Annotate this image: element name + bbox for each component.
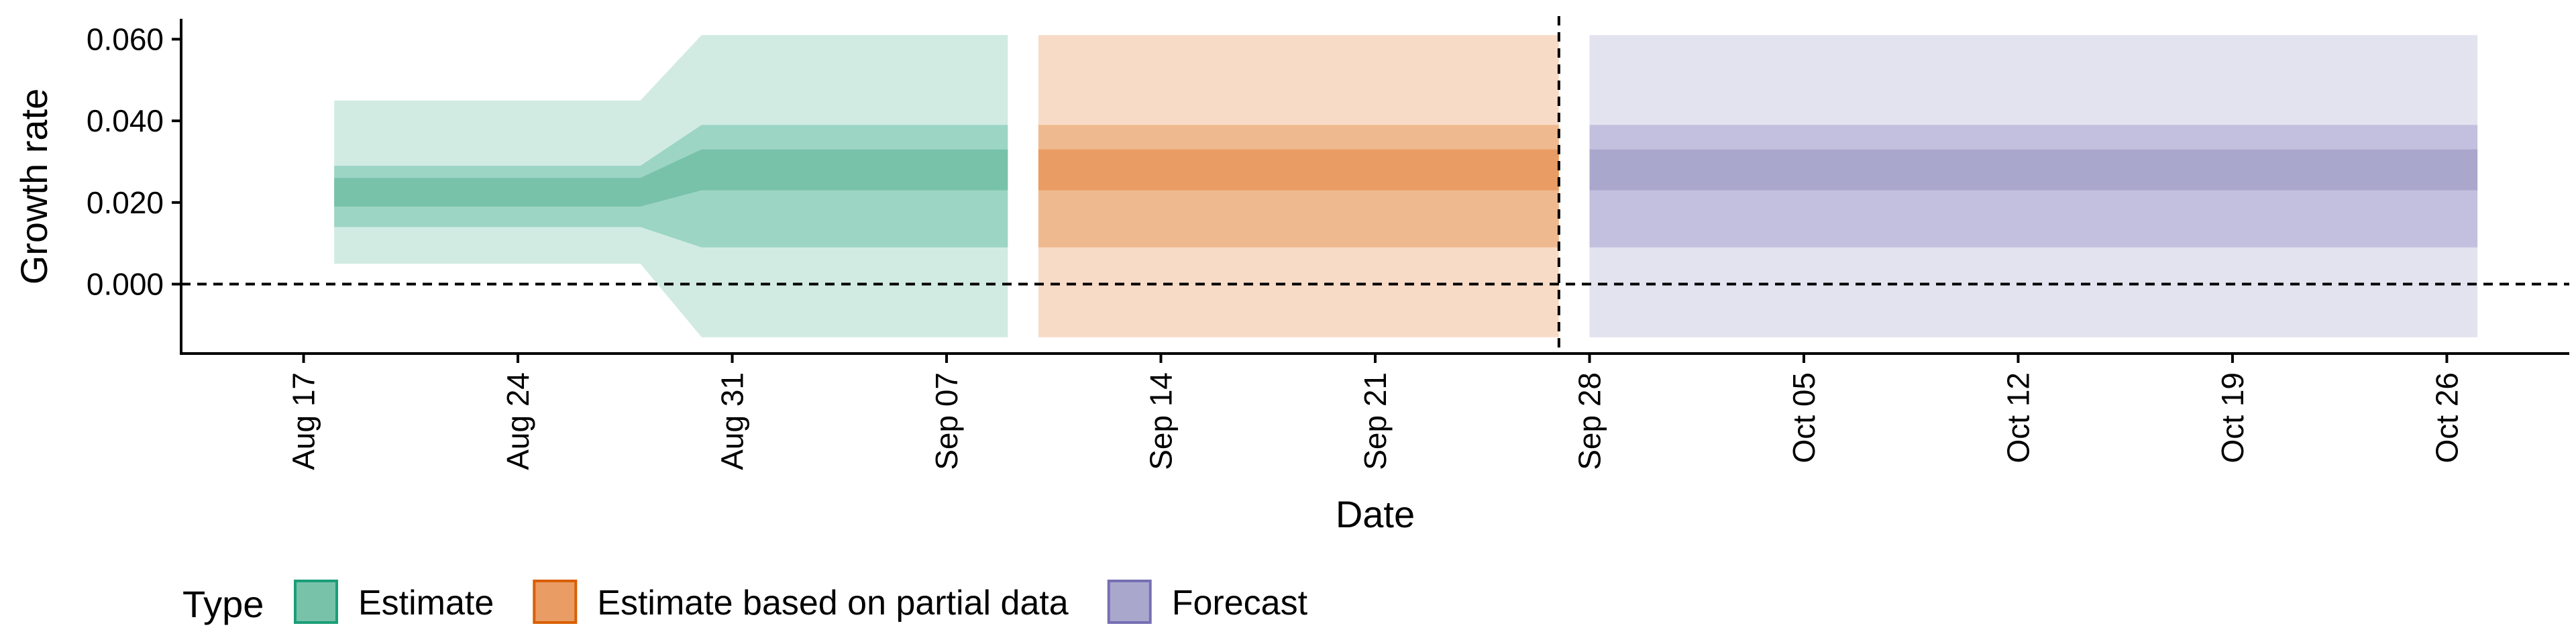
x-tick-label: Sep 28 <box>1572 372 1607 470</box>
x-tick-label: Oct 26 <box>2429 372 2464 464</box>
y-tick-label: 0.060 <box>87 21 164 56</box>
x-tick-label: Aug 24 <box>500 372 535 470</box>
legend-label: Forecast <box>1172 584 1308 623</box>
y-tick-label: 0.040 <box>87 103 164 138</box>
x-tick-label: Oct 12 <box>2001 372 2036 464</box>
x-tick-label: Aug 17 <box>286 372 321 470</box>
band-estimate-ci20 <box>334 149 1008 207</box>
x-axis-title: Date <box>1336 493 1415 535</box>
x-tick-label: Aug 31 <box>715 372 750 470</box>
reference-lines <box>181 16 2569 354</box>
x-tick-label: Sep 07 <box>929 372 964 470</box>
ribbon-bands <box>334 35 2478 337</box>
x-tick-label: Oct 19 <box>2215 372 2250 464</box>
y-tick-label: 0.020 <box>87 185 164 220</box>
axes: 0.000 0.020 0.040 0.060 Aug 17 Aug 24 Aug 31 Se… <box>87 19 2569 470</box>
legend-swatch-estimate-based-on-partial-data <box>533 580 578 624</box>
x-tick-label: Oct 05 <box>1786 372 1821 464</box>
legend-label: Estimate <box>358 584 494 623</box>
legend-swatch-forecast <box>1107 580 1152 624</box>
legend-swatch-estimate <box>294 580 338 624</box>
y-tick-label: 0.000 <box>87 267 164 302</box>
band-forecast-ci20 <box>1589 149 2478 191</box>
x-tick-label: Sep 14 <box>1144 372 1179 470</box>
legend-title: Type <box>182 583 264 625</box>
y-axis-title: Growth rate <box>13 89 55 285</box>
band-estimate-based-on-partial-data-ci20 <box>1038 149 1559 191</box>
legend: Estimate Estimate based on partial data Fo… <box>294 580 1308 624</box>
x-tick-label: Sep 21 <box>1358 372 1393 470</box>
legend-label: Estimate based on partial data <box>597 584 1069 623</box>
